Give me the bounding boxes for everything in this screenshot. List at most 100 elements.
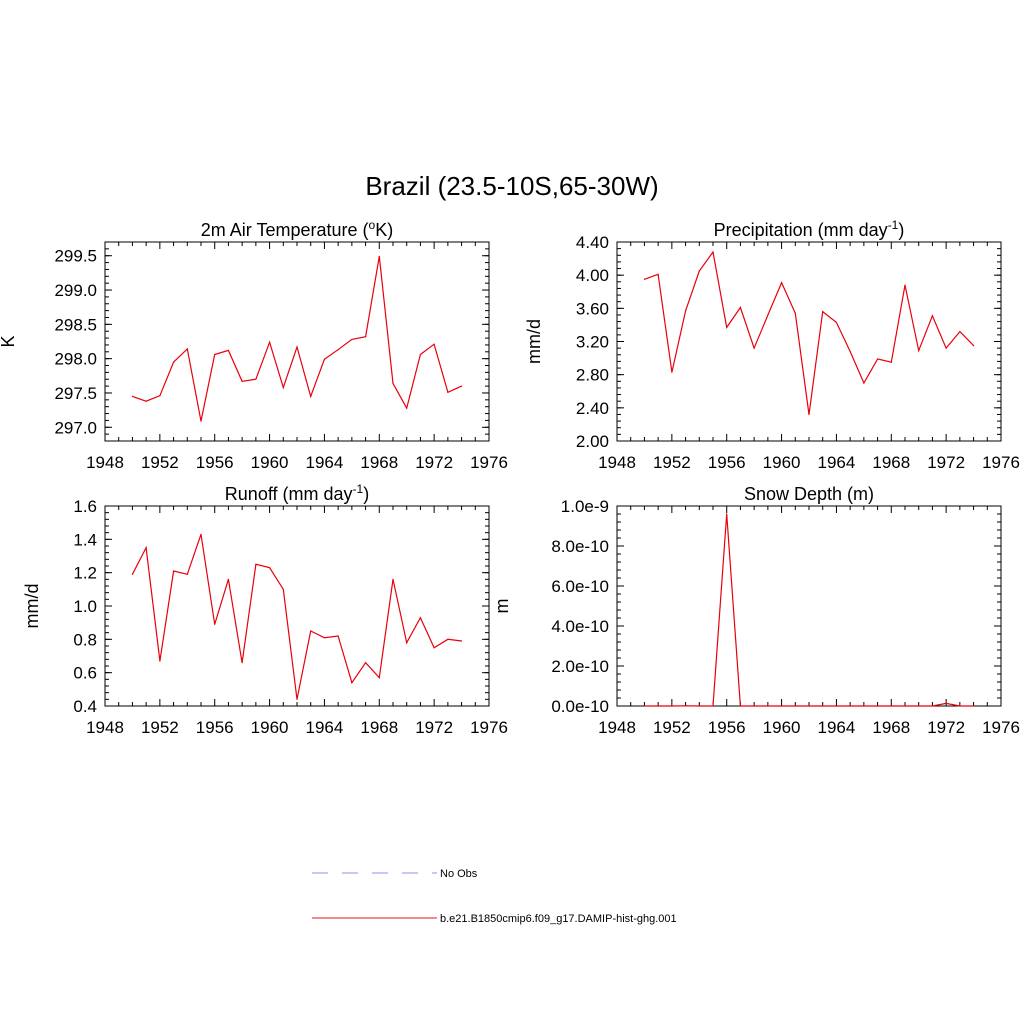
data-point — [959, 330, 961, 333]
panel-1: 2m Air Temperature (oK) K 1948 1952 1956 1960… — [0, 218, 508, 472]
x-tick-label: 1972 — [415, 718, 453, 737]
data-point — [460, 385, 463, 387]
data-point — [186, 348, 188, 350]
y-tick-label: 6.0e-10 — [551, 577, 609, 596]
data-point — [698, 270, 700, 272]
series-line — [644, 513, 974, 707]
x-tick-label: 1948 — [598, 453, 636, 472]
plot-frame — [616, 505, 1002, 707]
data-point — [945, 347, 947, 349]
data-point — [406, 642, 408, 644]
data-point — [268, 567, 271, 569]
data-point — [684, 310, 687, 312]
data-point — [447, 638, 449, 640]
y-tick-label: 4.00 — [576, 266, 609, 285]
panel-title: Precipitation (mm day-1) — [714, 218, 905, 240]
y-tick-label: 297.0 — [54, 418, 97, 437]
x-tick-label: 1948 — [86, 718, 124, 737]
data-point — [890, 705, 892, 707]
data-point — [931, 705, 934, 707]
y-tick-label: 3.60 — [576, 299, 609, 318]
data-point — [959, 705, 961, 707]
x-tick-label: 1952 — [141, 718, 179, 737]
x-tick-label: 1948 — [86, 453, 124, 472]
x-tick-label: 1972 — [927, 453, 965, 472]
data-point — [282, 386, 284, 389]
y-tick-label: 297.5 — [54, 384, 97, 403]
y-tick-label: 0.8 — [73, 630, 97, 649]
x-tick-label: 1956 — [708, 453, 746, 472]
data-point — [419, 353, 422, 356]
data-point — [131, 395, 134, 397]
data-point — [351, 682, 353, 684]
figure-title: Brazil (23.5-10S,65-30W) — [365, 171, 658, 201]
data-point — [739, 306, 742, 309]
panel-2: Precipitation (mm day-1) mm/d 1948 1952 1956… — [524, 218, 1020, 472]
y-tick-label: 1.4 — [73, 530, 97, 549]
data-point — [296, 346, 298, 348]
data-point — [337, 635, 339, 637]
data-point — [835, 705, 838, 707]
data-point — [918, 350, 920, 352]
legend-label: No Obs — [440, 868, 478, 880]
data-point — [200, 533, 202, 535]
data-point — [392, 382, 394, 384]
data-point — [794, 312, 796, 314]
x-tick-label: 1968 — [872, 718, 910, 737]
x-tick-label: 1976 — [470, 718, 508, 737]
panel-title: Runoff (mm day-1) — [225, 482, 369, 504]
y-tick-label: 299.0 — [54, 281, 97, 300]
data-point — [822, 705, 824, 707]
data-point — [684, 705, 687, 707]
data-point — [904, 705, 906, 707]
x-tick-label: 1952 — [141, 453, 179, 472]
data-point — [433, 343, 435, 345]
y-tick-label: 3.20 — [576, 333, 609, 352]
data-point — [364, 662, 367, 664]
data-point — [227, 578, 230, 580]
x-tick-label: 1956 — [196, 453, 234, 472]
data-point — [447, 391, 449, 393]
x-tick-label: 1972 — [415, 453, 453, 472]
legend-label: b.e21.B1850cmip6.f09_g17.DAMIP-hist-ghg.… — [440, 913, 677, 925]
data-point — [876, 358, 879, 360]
y-tick-label: 4.40 — [576, 233, 609, 252]
x-tick-label: 1960 — [251, 718, 289, 737]
data-point — [890, 361, 892, 363]
y-axis-label: mm/d — [22, 584, 42, 629]
data-point — [364, 336, 367, 338]
data-point — [657, 705, 659, 707]
data-point — [460, 640, 463, 642]
plot-frame — [104, 241, 490, 442]
plot-frame — [104, 505, 490, 707]
data-point — [849, 350, 851, 353]
y-tick-label: 299.5 — [54, 247, 97, 266]
data-point — [767, 705, 769, 707]
data-point — [214, 353, 216, 356]
x-tick-label: 1964 — [818, 718, 856, 737]
y-tick-label: 1.0 — [73, 597, 97, 616]
y-tick-label: 2.80 — [576, 366, 609, 385]
data-point — [753, 347, 755, 349]
data-point — [145, 547, 147, 549]
x-tick-label: 1960 — [251, 453, 289, 472]
data-point — [863, 705, 865, 707]
data-point — [323, 637, 326, 639]
x-tick-label: 1968 — [360, 718, 398, 737]
series-line — [132, 256, 462, 422]
x-tick-label: 1976 — [470, 453, 508, 472]
data-point — [227, 349, 230, 352]
data-point — [822, 311, 824, 313]
legend: No Obs b.e21.B1850cmip6.f09_g17.DAMIP-his… — [312, 868, 677, 925]
data-point — [282, 588, 284, 590]
data-point — [131, 573, 134, 575]
data-point — [767, 314, 769, 316]
x-tick-label: 1964 — [306, 453, 344, 472]
data-point — [200, 420, 202, 422]
data-point — [214, 623, 216, 625]
x-tick-label: 1976 — [982, 718, 1020, 737]
data-point — [255, 563, 257, 565]
y-tick-label: 2.40 — [576, 399, 609, 418]
data-point — [255, 378, 257, 380]
data-point — [433, 647, 435, 649]
